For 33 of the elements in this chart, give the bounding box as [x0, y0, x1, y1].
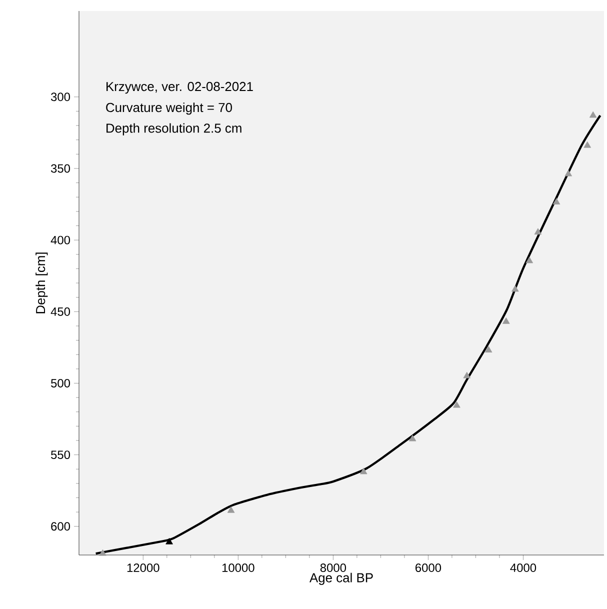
point: [564, 170, 572, 176]
point: [99, 549, 106, 556]
x-tick-label: 10000: [222, 564, 254, 572]
y-axis-title: Depth [cm]: [36, 252, 48, 314]
point: [534, 228, 542, 235]
point: [463, 372, 471, 378]
y-tick-label: 600: [51, 522, 70, 531]
y-tick-label: 550: [51, 450, 70, 460]
x-tick-label: 4000: [510, 564, 536, 572]
point: [166, 538, 173, 544]
y-tick-label: 500: [51, 378, 70, 388]
point: [552, 198, 560, 204]
point: [408, 434, 416, 442]
point: [526, 256, 534, 264]
annotation: Depth resolution 2.5 cm: [106, 123, 242, 136]
y-tick-label: 400: [50, 236, 70, 244]
annotation: Krzywce, ver. 02-08-2021: [106, 82, 253, 94]
y-tick-label: 350: [50, 164, 70, 173]
x-tick-label: 12000: [127, 564, 160, 572]
point: [502, 317, 510, 324]
annotation: Curvature weight = 70: [106, 102, 232, 115]
x-axis-title: Age cal BP: [309, 572, 373, 585]
point: [453, 401, 460, 408]
x-tick-label: 8000: [320, 564, 346, 572]
point: [589, 111, 597, 118]
point: [484, 346, 492, 352]
point: [512, 285, 519, 292]
point: [360, 468, 368, 474]
point: [584, 141, 592, 148]
x-tick-label: 6000: [416, 564, 442, 572]
y-tick-label: 300: [50, 92, 70, 102]
point: [227, 506, 235, 513]
y-tick-label: 450: [50, 307, 70, 316]
